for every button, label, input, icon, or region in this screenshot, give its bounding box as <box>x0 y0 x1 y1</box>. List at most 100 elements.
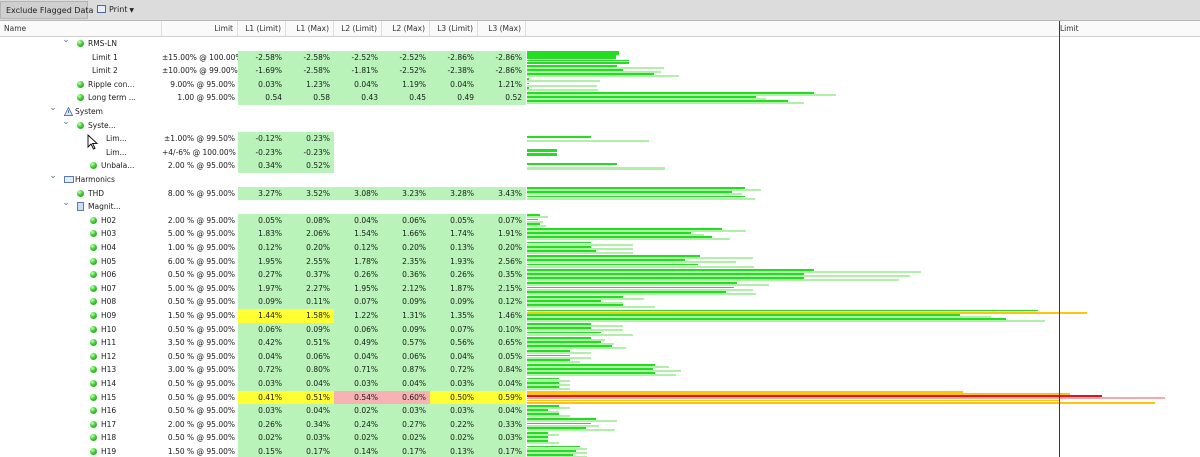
bar-mark <box>527 440 549 443</box>
expand-toggle-icon[interactable]: ⌄ <box>49 173 57 181</box>
value-cell: -2.52% <box>382 64 430 78</box>
bar-mark <box>527 381 559 384</box>
bar-mark <box>527 135 591 139</box>
table-row[interactable]: H19 1.50 % @ 95.00% 0.15% 0.17% 0.14% 0.17% 0.… <box>0 445 1200 457</box>
col-header-l2-limit[interactable]: L2 (Limit) <box>334 21 382 36</box>
status-ok-icon <box>77 80 84 88</box>
col-header-l2-max[interactable]: L2 (Max) <box>382 21 430 36</box>
table-row[interactable]: ⌄ RMS-LN <box>0 37 1200 51</box>
col-header-chart-limit[interactable]: Limit <box>1060 24 1079 33</box>
bar-mark <box>527 411 559 413</box>
table-row[interactable]: Limit 1 ±15.00% @ 100.00% -2.58% -2.58% -2.5… <box>0 50 1200 65</box>
bar-mark <box>527 431 549 434</box>
row-limit-cell: 1.00 % @ 95.00% <box>167 243 235 252</box>
bar-mark <box>527 399 1059 402</box>
value-cell: 0.58 <box>286 91 334 105</box>
row-name-label: System <box>75 107 103 116</box>
value-cell: 0.51% <box>286 390 334 405</box>
bar-mark <box>527 82 530 85</box>
table-row[interactable]: H08 0.50 % @ 95.00% 0.09% 0.11% 0.07% 0.09% 0.… <box>0 295 1200 309</box>
col-header-l1-limit[interactable]: L1 (Limit) <box>238 21 286 36</box>
row-name-label: Magnit... <box>88 202 121 212</box>
table-row[interactable]: ⌄ Harmonics <box>0 173 1200 187</box>
table-row[interactable]: H18 0.50 % @ 95.00% 0.02% 0.03% 0.02% 0.02% 0.… <box>0 431 1200 445</box>
bar-mark <box>527 282 737 285</box>
value-cell: 0.14% <box>334 445 382 457</box>
table-row[interactable]: H17 2.00 % @ 95.00% 0.26% 0.34% 0.24% 0.27% 0.… <box>0 417 1200 432</box>
table-row[interactable]: Limit 2 ±10.00% @ 99.00% -1.69% -2.58% -1.81… <box>0 64 1200 78</box>
expand-toggle-icon[interactable]: ⌄ <box>62 200 70 209</box>
table-row[interactable]: H05 6.00 % @ 95.00% 1.95% 2.55% 1.78% 2.35% 1.… <box>0 254 1200 269</box>
table-row[interactable]: H15 0.50 % @ 95.00% 0.41% 0.51% 0.54% 0.60% 0.… <box>0 390 1200 405</box>
row-name-label: Harmonics <box>75 175 115 184</box>
col-header-l3-limit[interactable]: L3 (Limit) <box>430 21 478 36</box>
bar-mark <box>527 383 570 386</box>
col-header-limit[interactable]: Limit <box>162 21 238 36</box>
value-cell: 1.93% <box>430 254 478 269</box>
expand-toggle-icon[interactable]: ⌄ <box>49 105 57 113</box>
table-row[interactable]: Lim... +4/-6% @ 100.00% -0.23% -0.23% <box>0 145 1200 160</box>
bar-mark <box>527 340 602 343</box>
bar-mark <box>527 395 1102 398</box>
value-cell: 0.52 <box>478 91 526 105</box>
value-cell: 0.72% <box>238 363 286 377</box>
table-row[interactable]: H07 5.00 % @ 95.00% 1.97% 2.27% 1.95% 2.12% 1.… <box>0 281 1200 296</box>
table-row[interactable]: ⌄ Magnit... <box>0 200 1200 214</box>
bar-mark <box>527 189 762 192</box>
table-row[interactable]: H02 2.00 % @ 95.00% 0.05% 0.08% 0.04% 0.06% 0.… <box>0 213 1200 228</box>
table-row[interactable]: ⌄ System <box>0 105 1200 119</box>
table-row[interactable]: H10 0.50 % @ 95.00% 0.06% 0.09% 0.06% 0.09% 0.… <box>0 322 1200 337</box>
table-row[interactable]: H06 0.50 % @ 95.00% 0.27% 0.37% 0.26% 0.36% 0.… <box>0 268 1200 282</box>
row-name-cell: Ripple con... <box>0 78 162 92</box>
expand-toggle-icon[interactable]: ⌄ <box>62 118 70 127</box>
col-header-l1-max[interactable]: L1 (Max) <box>286 21 334 36</box>
row-limit-cell: 0.50 % @ 95.00% <box>167 379 235 388</box>
table-row[interactable]: H12 0.50 % @ 95.00% 0.04% 0.06% 0.04% 0.06% 0.… <box>0 349 1200 364</box>
table-row[interactable]: H14 0.50 % @ 95.00% 0.03% 0.04% 0.03% 0.04% 0.… <box>0 377 1200 391</box>
bar-mark <box>527 377 559 380</box>
value-cell: 0.12% <box>478 295 526 309</box>
bar-mark <box>527 323 591 326</box>
table-row[interactable]: H16 0.50 % @ 95.00% 0.03% 0.04% 0.02% 0.03% 0.… <box>0 404 1200 418</box>
table-row[interactable]: H13 3.00 % @ 95.00% 0.72% 0.80% 0.71% 0.87% 0.… <box>0 363 1200 377</box>
bar-mark <box>527 454 574 456</box>
value-cell: 0.13% <box>430 241 478 255</box>
status-ok-icon <box>90 339 97 347</box>
table-row[interactable]: H03 5.00 % @ 95.00% 1.83% 2.06% 1.54% 1.66% 1.… <box>0 227 1200 241</box>
system-warning-icon <box>64 107 73 116</box>
table-row[interactable]: Ripple con... 9.00% @ 95.00% 0.03% 1.23% 0.0… <box>0 77 1200 92</box>
col-header-l3-max[interactable]: L3 (Max) <box>478 21 526 36</box>
value-cell: 1.97% <box>238 281 286 296</box>
table-row[interactable]: Lim... ±1.00% @ 99.50% -0.12% 0.23% <box>0 132 1200 146</box>
value-cell: -2.86% <box>430 50 478 65</box>
table-row[interactable]: ⌄ Syste... <box>0 119 1200 133</box>
value-cell: 0.04% <box>430 77 478 92</box>
col-header-name[interactable]: Name <box>0 21 162 36</box>
expand-toggle-icon[interactable]: ⌄ <box>62 37 70 45</box>
row-name-cell: ⌄ Magnit... <box>0 200 162 214</box>
table-row[interactable]: H11 3.50 % @ 95.00% 0.42% 0.51% 0.49% 0.57% 0.… <box>0 336 1200 350</box>
value-cell: 1.46% <box>478 309 526 323</box>
table-row[interactable]: H04 1.00 % @ 95.00% 0.12% 0.20% 0.12% 0.20% 0.… <box>0 241 1200 255</box>
value-cell: -0.23% <box>286 145 334 160</box>
table-row[interactable]: Unbala... 2.00 % @ 95.00% 0.34% 0.52% <box>0 159 1200 173</box>
bar-mark <box>527 418 597 421</box>
row-name-cell: H19 <box>0 445 162 457</box>
mouse-cursor-icon <box>87 134 99 150</box>
bar-mark <box>527 53 619 56</box>
bar-mark <box>527 311 1088 314</box>
bar-mark <box>527 309 1038 312</box>
value-cell: 1.19% <box>382 77 430 92</box>
magnitude-icon <box>77 202 84 212</box>
value-cell: 0.04% <box>334 77 382 92</box>
bar-mark <box>527 66 665 69</box>
exclude-flagged-data-button[interactable]: Exclude Flagged Data <box>0 1 93 19</box>
table-row[interactable]: THD 8.00 % @ 95.00% 3.27% 3.52% 3.08% 3.23% 3.… <box>0 186 1200 201</box>
print-button[interactable]: Print ▼ <box>92 1 146 19</box>
table-row[interactable]: Long term ... 1.00 @ 95.00% 0.54 0.58 0.43 0.… <box>0 91 1200 105</box>
row-name-cell: Limit 1 <box>0 51 162 65</box>
row-name-label: H07 <box>101 283 117 293</box>
bar-mark <box>527 166 666 170</box>
value-cell: 0.07% <box>430 322 478 337</box>
table-row[interactable]: H09 1.50 % @ 95.00% 1.44% 1.58% 1.22% 1.31% 1.… <box>0 309 1200 323</box>
